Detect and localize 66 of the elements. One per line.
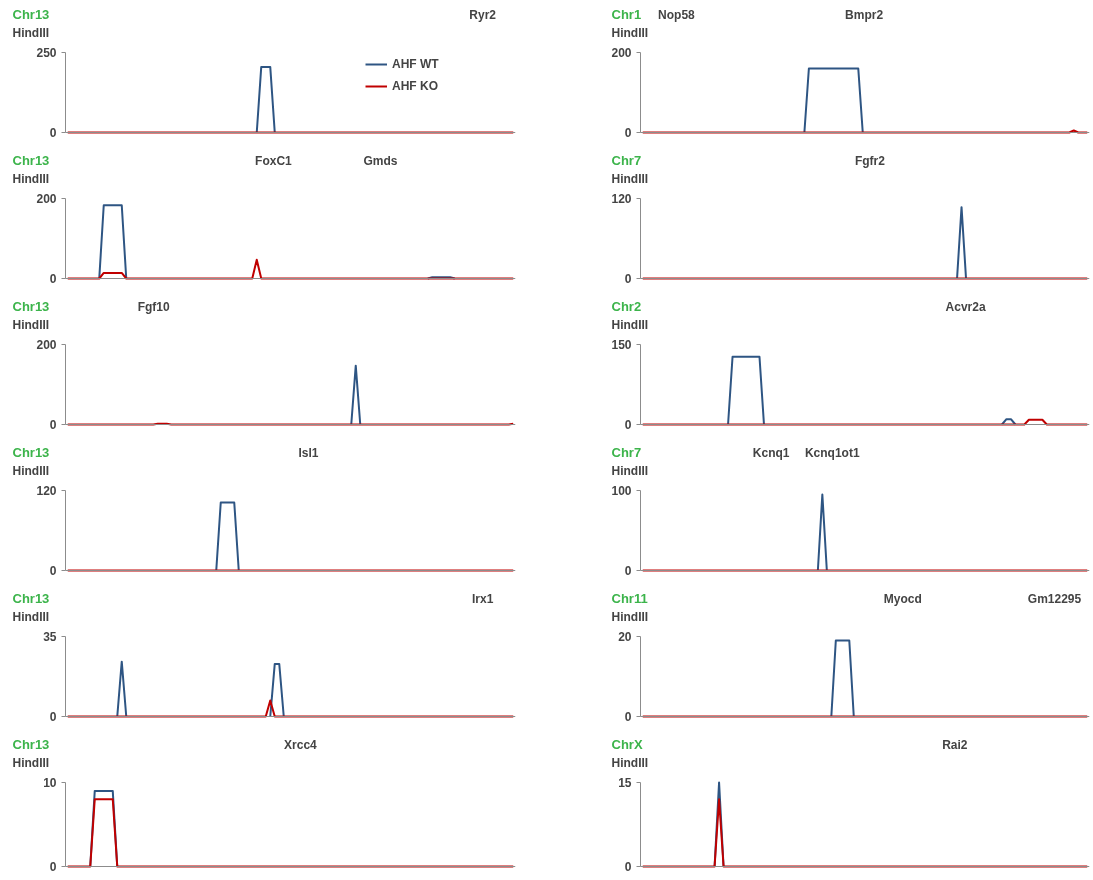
chart-title: Chr2	[611, 299, 642, 314]
text: Myocd	[883, 591, 922, 606]
text: HindIII	[611, 171, 649, 186]
chart-title: Chr13	[12, 737, 50, 752]
text: HindIII	[12, 463, 50, 478]
y-tick-label: 0	[624, 860, 632, 874]
text: Acvr2a	[945, 299, 986, 314]
y-tick-label: 0	[624, 418, 632, 432]
y-tick-label: 0	[624, 126, 632, 140]
y-tick-label: 20	[618, 630, 632, 644]
text: FoxC1	[255, 153, 293, 168]
chart-title: Chr1	[611, 7, 642, 22]
text: Kcnq1	[752, 445, 790, 460]
y-tick-label: 0	[49, 272, 57, 286]
y-tick-label: 200	[36, 192, 57, 206]
text: Gm12295	[1027, 591, 1082, 606]
y-tick-label: 0	[49, 710, 57, 724]
text: HindIII	[611, 463, 649, 478]
y-tick-label: 0	[49, 564, 57, 578]
text: HindIII	[611, 317, 649, 332]
text: Fgfr2	[854, 153, 886, 168]
chart-title: Chr7	[611, 153, 642, 168]
y-tick-label: 0	[49, 860, 57, 874]
legend-label: AHF KO	[392, 79, 438, 93]
y-tick-label: 200	[36, 338, 57, 352]
chart-title: ChrX	[611, 737, 643, 752]
chart-title: Chr13	[12, 7, 50, 22]
text: Bmpr2	[845, 7, 884, 22]
y-tick-label: 100	[611, 484, 632, 498]
chart-title: Chr13	[12, 153, 50, 168]
chart-title: Chr13	[12, 591, 50, 606]
text: Gmds	[363, 153, 398, 168]
chart-title: Chr11	[611, 591, 648, 606]
chart-title: Chr7	[611, 445, 642, 460]
y-tick-label: 35	[43, 630, 57, 644]
text: Rai2	[942, 737, 968, 752]
text: Ryr2	[469, 7, 497, 22]
y-tick-label: 150	[611, 338, 632, 352]
text: HindIII	[12, 171, 50, 186]
text: HindIII	[611, 25, 649, 40]
y-tick-label: 200	[611, 46, 632, 60]
text: HindIII	[611, 755, 649, 770]
chart-title: Chr13	[12, 445, 50, 460]
y-tick-label: 0	[624, 564, 632, 578]
text: Isl1	[298, 445, 319, 460]
text: Nop58	[658, 7, 696, 22]
y-tick-label: 250	[36, 46, 57, 60]
text: HindIII	[12, 25, 50, 40]
text: Xrcc4	[284, 737, 318, 752]
y-tick-label: 120	[36, 484, 57, 498]
y-tick-label: 0	[49, 418, 57, 432]
text: HindIII	[12, 609, 50, 624]
y-tick-label: 15	[618, 776, 632, 790]
text: HindIII	[12, 317, 50, 332]
text: Irx1	[471, 591, 494, 606]
text: Fgf10	[137, 299, 171, 314]
y-tick-label: 0	[624, 272, 632, 286]
y-tick-label: 0	[624, 710, 632, 724]
text: HindIII	[611, 609, 649, 624]
text: HindIII	[12, 755, 50, 770]
y-tick-label: 0	[49, 126, 57, 140]
legend-label: AHF WT	[392, 57, 439, 71]
y-tick-label: 10	[43, 776, 57, 790]
text: Kcnq1ot1	[804, 445, 860, 460]
chart-title: Chr13	[12, 299, 50, 314]
y-tick-label: 120	[611, 192, 632, 206]
